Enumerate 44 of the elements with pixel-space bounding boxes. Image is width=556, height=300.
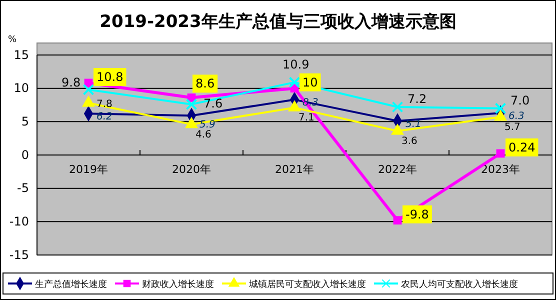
x-tick-label: 2023年 <box>481 162 520 176</box>
data-label: 10.9 <box>282 57 310 72</box>
point <box>288 76 300 88</box>
data-label: 7.6 <box>204 96 223 110</box>
data-label: 3.6 <box>402 136 418 147</box>
y-tick-label: -5 <box>17 181 29 196</box>
data-label: 5.9 <box>200 120 216 131</box>
y-tick-label: 0 <box>21 148 29 162</box>
chart-title: 2019-2023年生产总值与三项收入增速示意图 <box>100 12 456 32</box>
legend-label: 城镇居民可支配收入增长速度 <box>248 279 366 290</box>
legend-label: 财政收入增长速度 <box>142 279 214 290</box>
data-label: 0.24 <box>508 140 536 154</box>
data-label: 7.2 <box>408 92 427 106</box>
data-label: 6.3 <box>508 111 524 122</box>
y-tick-label: 5 <box>21 114 29 129</box>
data-label: 8.6 <box>196 76 215 91</box>
y-axis-title: % <box>8 35 17 45</box>
y-tick-label: 10 <box>14 81 29 96</box>
data-label: 9.8 <box>62 76 81 90</box>
x-tick-label: 2019年 <box>69 162 108 176</box>
y-tick-label: 15 <box>14 48 29 62</box>
data-label: 10 <box>302 75 318 90</box>
x-tick-label: 2021年 <box>275 162 314 176</box>
point <box>82 84 94 96</box>
y-tick-label: -15 <box>9 248 29 262</box>
data-label: -9.8 <box>406 207 429 222</box>
y-tick-label: -10 <box>9 214 29 229</box>
x-tick-label: 2022年 <box>378 162 417 176</box>
data-label: 4.6 <box>196 129 212 140</box>
data-label: 7.0 <box>510 93 530 108</box>
legend-label: 生产总值增长速度 <box>35 279 107 290</box>
data-label: 7.1 <box>298 112 314 124</box>
legend-label: 农民人均可支配收入增长速度 <box>401 279 518 290</box>
point <box>494 102 506 114</box>
point <box>392 101 404 113</box>
point <box>393 216 402 225</box>
data-label: 6.2 <box>96 112 112 123</box>
point <box>186 98 198 110</box>
data-label: 5.7 <box>504 122 520 133</box>
point <box>496 149 505 158</box>
data-label: 8.3 <box>302 98 318 109</box>
data-label: 5.1 <box>406 119 422 130</box>
data-label: 10.8 <box>96 70 124 84</box>
x-tick-label: 2020年 <box>172 162 211 176</box>
